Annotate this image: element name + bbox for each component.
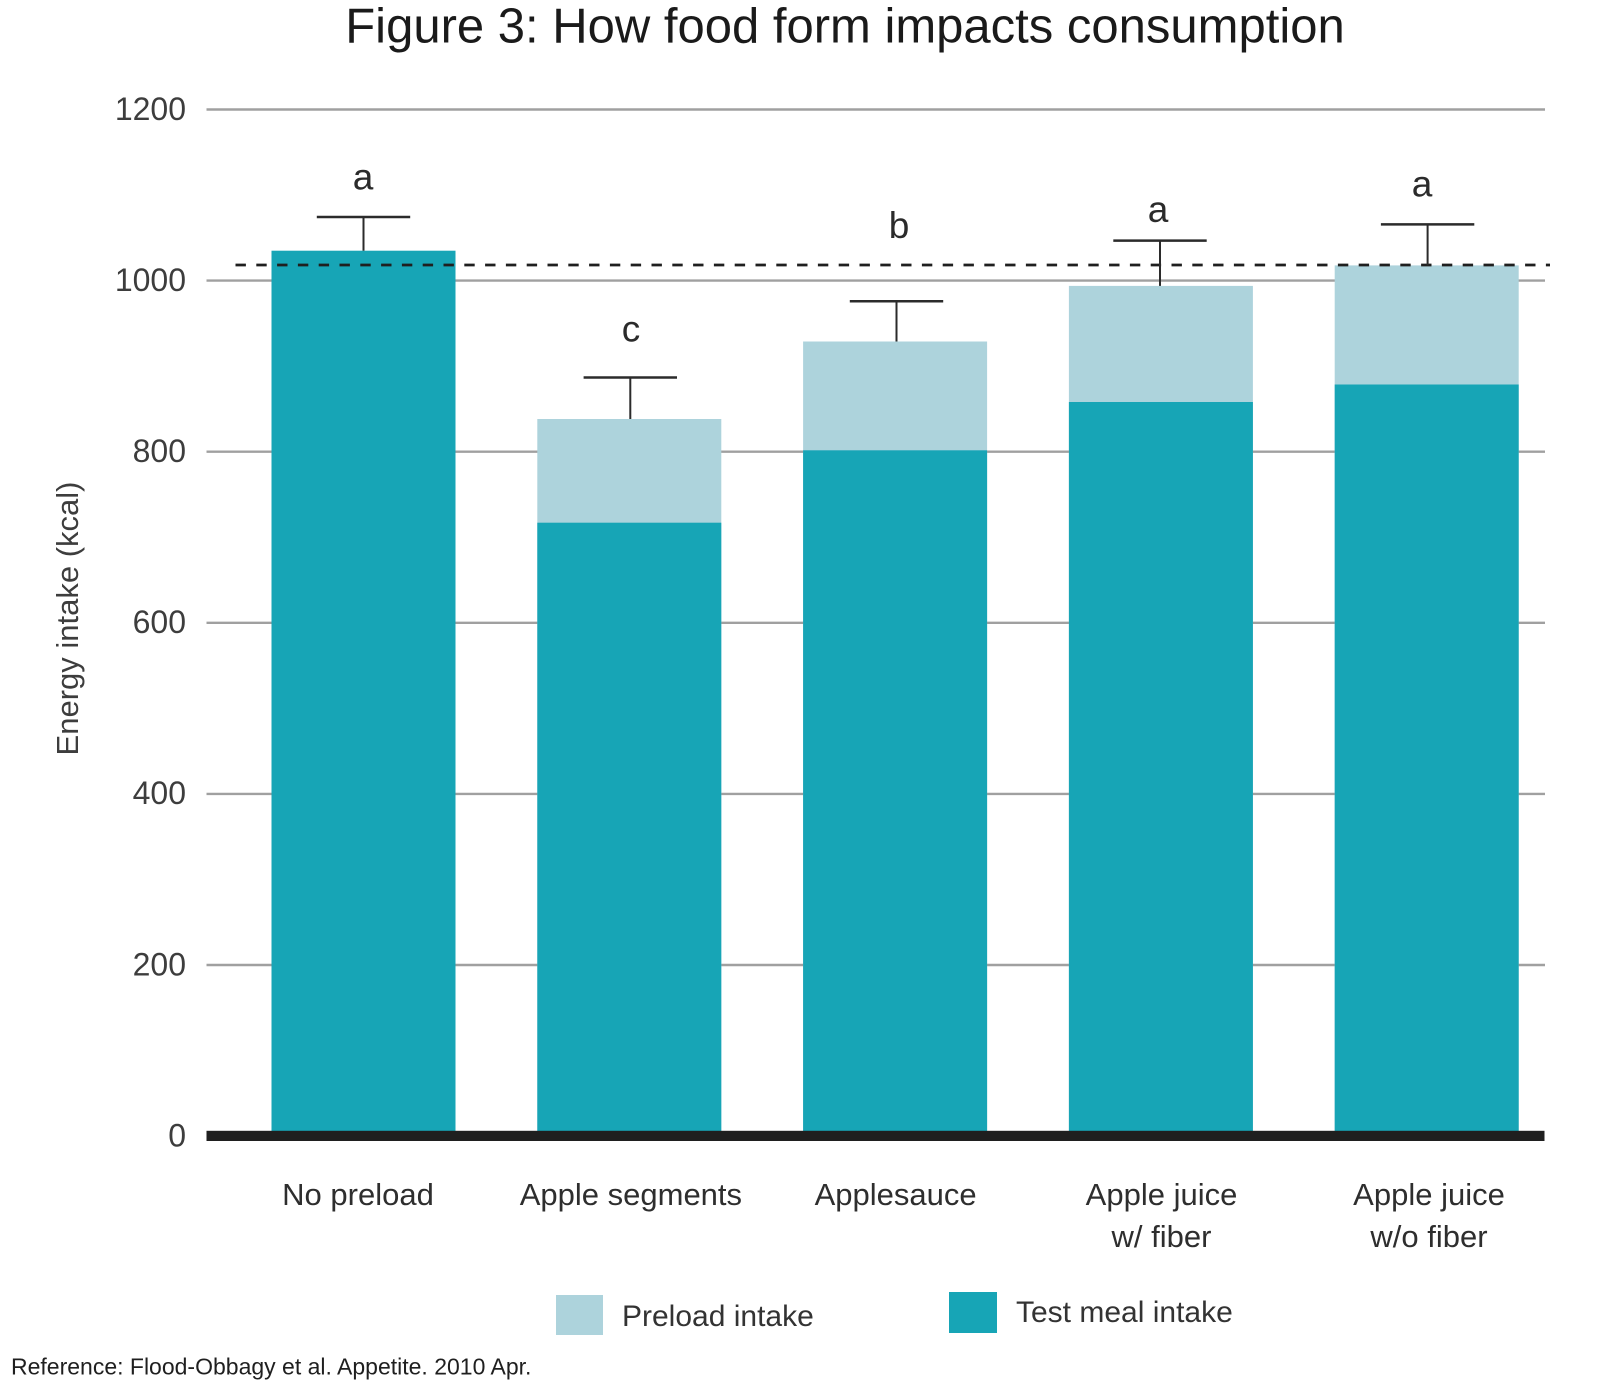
svg-text:a: a (353, 156, 374, 197)
svg-text:No preload: No preload (282, 1177, 434, 1212)
svg-text:Reference: Flood-Obbagy et al.: Reference: Flood-Obbagy et al. Appetite.… (11, 1354, 531, 1380)
svg-text:Applesauce: Applesauce (815, 1177, 977, 1212)
svg-text:c: c (622, 309, 641, 350)
svg-text:Apple segments: Apple segments (520, 1177, 742, 1212)
svg-text:Energy intake (kcal): Energy intake (kcal) (50, 482, 85, 756)
svg-text:200: 200 (133, 946, 186, 982)
svg-text:1000: 1000 (115, 262, 186, 298)
svg-text:Preload intake: Preload intake (622, 1300, 814, 1333)
svg-text:b: b (889, 205, 910, 246)
svg-text:Test meal intake: Test meal intake (1016, 1296, 1233, 1329)
svg-text:w/o fiber: w/o fiber (1369, 1219, 1487, 1254)
svg-text:a: a (1412, 164, 1433, 205)
svg-text:1200: 1200 (115, 91, 186, 127)
svg-text:Apple juice: Apple juice (1353, 1177, 1505, 1212)
svg-text:0: 0 (168, 1117, 186, 1153)
svg-text:a: a (1148, 189, 1169, 230)
svg-text:800: 800 (133, 433, 186, 469)
svg-text:Figure 3: How food form impact: Figure 3: How food form impacts consumpt… (345, 0, 1344, 54)
svg-text:Apple juice: Apple juice (1086, 1177, 1238, 1212)
svg-text:w/ fiber: w/ fiber (1111, 1219, 1212, 1254)
svg-text:600: 600 (133, 604, 186, 640)
svg-text:400: 400 (133, 775, 186, 811)
